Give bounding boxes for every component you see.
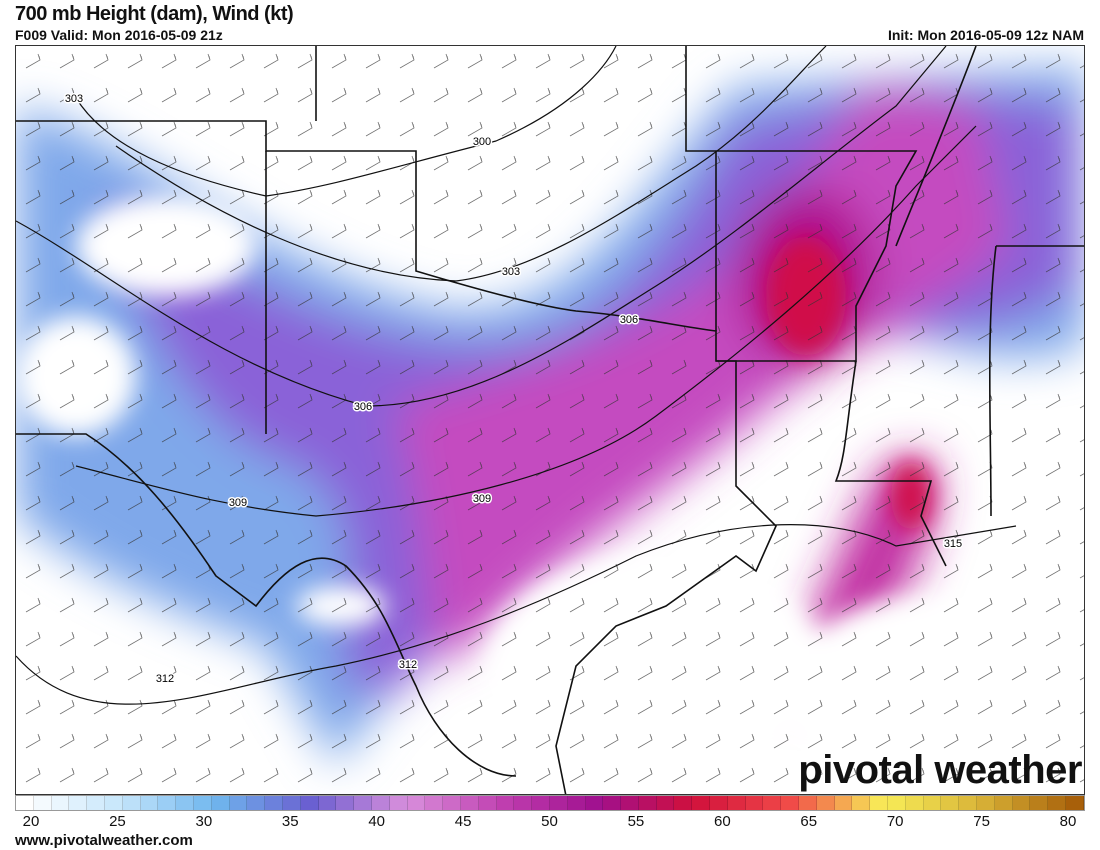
colorbar-tick-label: 25: [109, 813, 126, 830]
contour-label: 309: [229, 497, 247, 509]
colorbar-swatch: [318, 796, 337, 810]
colorbar-swatch: [549, 796, 568, 810]
contour-label: 300: [473, 136, 491, 148]
colorbar: [15, 795, 1085, 811]
colorbar-swatch: [959, 796, 978, 810]
colorbar-tick-label: 35: [281, 813, 299, 830]
wind-barbs: [16, 46, 1084, 794]
init-time: Init: Mon 2016-05-09 12z NAM: [887, 27, 1084, 43]
colorbar-swatch: [478, 796, 497, 810]
colorbar-tick-label: 50: [541, 813, 558, 830]
colorbar-swatch: [33, 796, 52, 810]
colorbar-swatch: [211, 796, 230, 810]
colorbar-tick-label: 60: [713, 813, 731, 830]
colorbar-tick-label: 30: [195, 813, 213, 830]
colorbar-tick-label: 40: [368, 813, 385, 830]
contour-label: 315: [944, 538, 962, 550]
colorbar-swatch: [763, 796, 782, 810]
colorbar-swatch: [1012, 796, 1031, 810]
colorbar-swatch: [300, 796, 319, 810]
colorbar-swatch: [51, 796, 70, 810]
colorbar-swatch: [16, 796, 34, 810]
colorbar-swatch: [816, 796, 835, 810]
colorbar-swatch: [941, 796, 960, 810]
colorbar-swatch: [674, 796, 693, 810]
contour-label-layer: 303 300 303 306 306 309 309 312 312 315: [63, 92, 963, 687]
colorbar-tick-label: 55: [627, 813, 645, 830]
colorbar-swatch: [425, 796, 444, 810]
contour-label: 306: [354, 401, 372, 413]
contour-label: 312: [156, 673, 174, 685]
colorbar-swatch: [140, 796, 159, 810]
map-svg: 303 300 303 306 306 309 309 312 312 315: [16, 46, 1084, 794]
colorbar-swatch: [122, 796, 141, 810]
colorbar-swatch: [656, 796, 675, 810]
colorbar-swatch: [603, 796, 622, 810]
weather-map: 303 300 303 306 306 309 309 312 312 315: [15, 45, 1085, 795]
contour-label: 312: [399, 659, 417, 671]
colorbar-swatch: [443, 796, 461, 810]
colorbar-tick-label: 20: [22, 813, 40, 830]
colorbar-swatch: [834, 796, 853, 810]
colorbar-swatch: [799, 796, 817, 810]
colorbar-swatch: [977, 796, 995, 810]
colorbar-swatch: [923, 796, 942, 810]
colorbar-swatch: [1048, 796, 1067, 810]
contour-label: 303: [65, 93, 83, 105]
contour-label: 309: [473, 493, 491, 505]
colorbar-swatch: [371, 796, 390, 810]
height-contours: [16, 46, 1017, 705]
colorbar-swatch: [496, 796, 515, 810]
colorbar-swatch: [888, 796, 906, 810]
colorbar-swatch: [692, 796, 711, 810]
colorbar-swatch: [87, 796, 105, 810]
colorbar-swatch: [229, 796, 248, 810]
state-borders: [16, 46, 1084, 794]
pivotal-weather-logo: pivotal weather: [798, 748, 1082, 792]
colorbar-swatch: [567, 796, 586, 810]
colorbar-swatch: [69, 796, 88, 810]
colorbar-swatch: [638, 796, 657, 810]
colorbar-swatch: [781, 796, 800, 810]
colorbar-swatch: [621, 796, 639, 810]
colorbar-tick-label: 45: [454, 813, 472, 830]
colorbar-swatch: [265, 796, 283, 810]
colorbar-swatch: [585, 796, 604, 810]
colorbar-swatch: [176, 796, 194, 810]
colorbar-swatch: [158, 796, 177, 810]
colorbar-swatch: [852, 796, 871, 810]
colorbar-swatch: [710, 796, 728, 810]
colorbar-swatch: [193, 796, 212, 810]
colorbar-swatch: [407, 796, 426, 810]
colorbar-swatch: [870, 796, 889, 810]
colorbar-swatch: [336, 796, 355, 810]
colorbar-swatch: [514, 796, 533, 810]
colorbar-tick-label: 70: [886, 813, 904, 830]
colorbar-swatch: [389, 796, 408, 810]
colorbar-swatch: [1066, 796, 1084, 810]
colorbar-swatch: [905, 796, 924, 810]
colorbar-swatch: [532, 796, 550, 810]
map-title: 700 mb Height (dam), Wind (kt): [15, 3, 294, 25]
site-url[interactable]: www.pivotalweather.com: [15, 832, 193, 849]
contour-label: 306: [620, 314, 638, 326]
colorbar-swatch: [282, 796, 301, 810]
colorbar-swatch: [745, 796, 764, 810]
colorbar-swatch: [727, 796, 746, 810]
colorbar-tick-label: 80: [1059, 813, 1077, 830]
colorbar-swatch: [354, 796, 372, 810]
colorbar-tick-label: 65: [800, 813, 818, 830]
colorbar-swatch: [247, 796, 266, 810]
valid-time: F009 Valid: Mon 2016-05-09 21z: [15, 27, 223, 43]
contour-label: 303: [502, 266, 520, 278]
colorbar-swatch: [994, 796, 1013, 810]
colorbar-tick-label: 75: [973, 813, 990, 830]
colorbar-swatch: [460, 796, 479, 810]
colorbar-swatch: [104, 796, 123, 810]
colorbar-swatch: [1030, 796, 1049, 810]
